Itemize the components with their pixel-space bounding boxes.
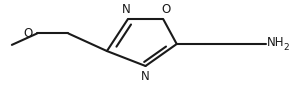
Text: N: N xyxy=(141,70,150,83)
Text: N: N xyxy=(122,3,131,16)
Text: 2: 2 xyxy=(284,43,289,52)
Text: NH: NH xyxy=(267,36,285,49)
Text: O: O xyxy=(23,27,33,40)
Text: O: O xyxy=(162,3,171,16)
